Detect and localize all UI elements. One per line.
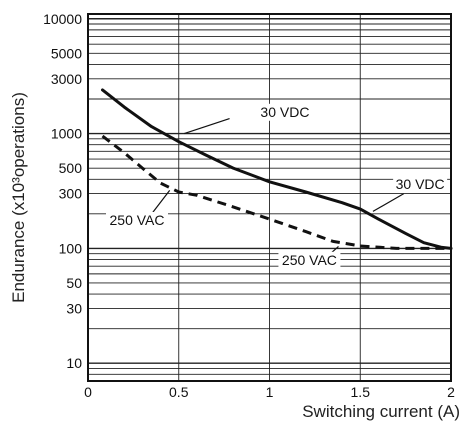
y-tick-label: 3000 (51, 71, 82, 87)
annotation-label-bg (393, 175, 448, 193)
y-tick-label: 10000 (43, 11, 82, 27)
annotation-label-bg (257, 103, 312, 121)
series-layer (101, 88, 453, 250)
grid-lines (88, 14, 451, 382)
y-axis-title: Endurance (x10³operations) (9, 92, 28, 303)
y-tick-label: 300 (59, 186, 83, 202)
tick-labels: 10 30 50 100 300 500 1000 3000 5000 10000 0 0.5 1 1.5… (43, 11, 455, 400)
y-tick-label: 10 (66, 355, 82, 371)
annotation-label-bg (278, 251, 341, 269)
series-line-250-vac (101, 134, 451, 250)
x-axis-title: Switching current (A) (302, 402, 460, 421)
annotation-label: 250 VAC (282, 252, 337, 268)
annotation-label: 30 VDC (260, 104, 309, 120)
y-tick-label: 50 (66, 275, 82, 291)
plot-frame (87, 13, 452, 382)
annotation-leader-line (184, 118, 230, 135)
y-tick-label: 5000 (51, 45, 82, 61)
annotation-label-bg (106, 211, 169, 229)
annotation-leader-line (372, 193, 405, 212)
x-tick-label: 1 (266, 384, 274, 400)
y-tick-label: 1000 (51, 126, 82, 142)
annotation-label: 30 VDC (396, 176, 445, 192)
series-line-30-vdc (101, 88, 453, 250)
y-tick-label: 500 (59, 160, 83, 176)
x-tick-label: 0 (84, 384, 92, 400)
x-tick-label: 2 (447, 384, 455, 400)
annotation-label: 250 VAC (110, 212, 165, 228)
x-tick-label: 0.5 (169, 384, 189, 400)
annotation-layer: 30 VDC 30 VDC 250 VAC 250 VAC (106, 103, 448, 269)
y-tick-label: 100 (59, 240, 83, 256)
x-tick-label: 1.5 (351, 384, 371, 400)
y-tick-label: 30 (66, 300, 82, 316)
